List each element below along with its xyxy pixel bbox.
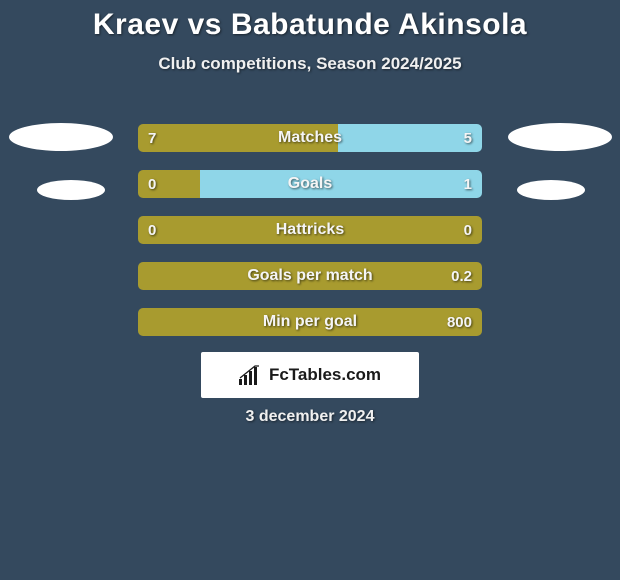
stat-row: Hattricks00 — [138, 216, 482, 244]
stat-segment-right — [200, 170, 482, 198]
stat-row: Min per goal800 — [138, 308, 482, 336]
player-left-marker-1 — [9, 123, 113, 151]
stat-segment-left — [138, 216, 482, 244]
stat-segment-left — [138, 262, 482, 290]
comparison-bars: Matches75 Goals01 Hattricks00 Goals per mat… — [138, 124, 482, 354]
player-right-marker-2 — [517, 180, 585, 200]
player-left-marker-2 — [37, 180, 105, 200]
player-right-marker-1 — [508, 123, 612, 151]
stat-row: Matches75 — [138, 124, 482, 152]
stat-row: Goals01 — [138, 170, 482, 198]
page-title: Kraev vs Babatunde Akinsola — [0, 0, 620, 42]
stat-segment-left — [138, 170, 200, 198]
brand-text: FcTables.com — [269, 365, 381, 385]
date-label: 3 december 2024 — [0, 408, 620, 426]
page-subtitle: Club competitions, Season 2024/2025 — [0, 54, 620, 74]
stat-segment-left — [138, 308, 482, 336]
brand-bars-icon — [239, 365, 263, 385]
brand-badge: FcTables.com — [201, 352, 419, 398]
stat-row: Goals per match0.2 — [138, 262, 482, 290]
stat-segment-right — [338, 124, 482, 152]
stat-segment-left — [138, 124, 338, 152]
